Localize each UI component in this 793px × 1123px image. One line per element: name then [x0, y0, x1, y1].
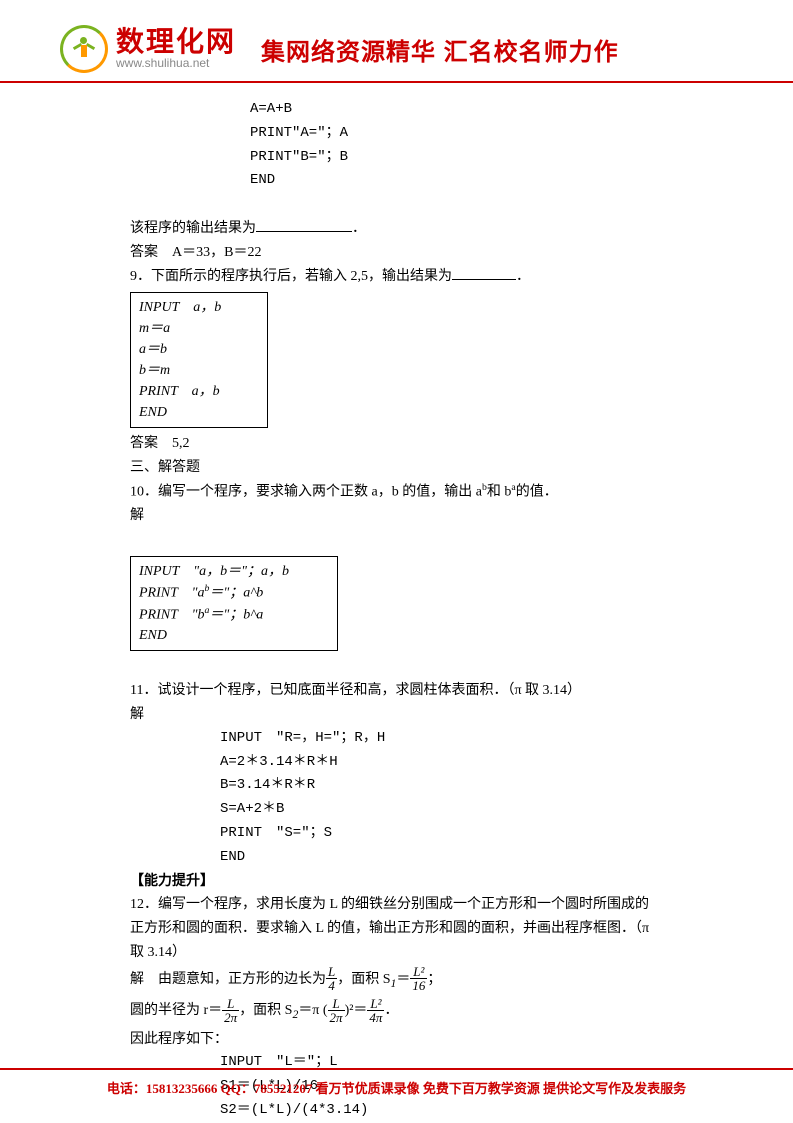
- code-line: PRINT"B="；B: [250, 146, 663, 170]
- numerator: L²: [410, 965, 427, 979]
- code-box-q9: INPUT a，b m＝a a＝b b＝m PRINT a，b END: [130, 292, 268, 428]
- code-line: END: [250, 169, 663, 193]
- code-line: S2＝(L*L)/(4*3.14): [220, 1099, 663, 1123]
- text: ＝"；a^b: [209, 586, 263, 601]
- blank-underline: [256, 217, 352, 232]
- numerator: L: [328, 997, 345, 1011]
- numerator: L: [326, 965, 337, 979]
- page-header: 数理化网 www.shulihua.net 集网络资源精华 汇名校名师力作: [0, 0, 793, 83]
- code-line: PRINT"A="；A: [250, 122, 663, 146]
- code-line: a＝b: [139, 339, 259, 360]
- q12-sol-line3: 因此程序如下：: [130, 1028, 663, 1052]
- code-line: m＝a: [139, 318, 259, 339]
- code-block-1: A=A+B PRINT"A="；A PRINT"B="；B END: [130, 98, 663, 193]
- q10-jie: 解: [130, 504, 663, 528]
- section-heading: 三、解答题: [130, 456, 663, 480]
- q11-prompt: 11．试设计一个程序，已知底面半径和高，求圆柱体表面积．（π 取 3.14）: [130, 679, 663, 703]
- code-line: A=2＊3.14＊R＊H: [220, 751, 663, 775]
- q8-answer: 答案 A＝33，B＝22: [130, 241, 663, 265]
- code-block-q11: INPUT "R=，H="；R，H A=2＊3.14＊R＊H B=3.14＊R＊…: [130, 727, 663, 870]
- denominator: 16: [410, 979, 427, 993]
- code-line: INPUT a，b: [139, 297, 259, 318]
- code-line: END: [139, 402, 259, 423]
- header-slogan: 集网络资源精华 汇名校名师力作: [261, 32, 619, 67]
- text: ．: [384, 1003, 398, 1018]
- text: PRINT "b: [139, 607, 205, 622]
- code-line: PRINT "ba＝"；b^a: [139, 604, 329, 626]
- denominator: 4: [326, 979, 337, 993]
- text: 该程序的输出结果为: [130, 221, 256, 236]
- fraction: L²4π: [367, 997, 384, 1025]
- denominator: 4π: [367, 1011, 384, 1025]
- q9-answer: 答案 5,2: [130, 432, 663, 456]
- text: 和 b: [487, 485, 512, 500]
- denominator: 2π: [222, 1011, 239, 1025]
- denominator: 2π: [328, 1011, 345, 1025]
- logo: 数理化网 www.shulihua.net: [60, 25, 236, 73]
- code-line: PRINT a，b: [139, 381, 259, 402]
- numerator: L: [222, 997, 239, 1011]
- q9-prompt: 9．下面所示的程序执行后，若输入 2,5，输出结果为 ．: [130, 265, 663, 289]
- fraction: L2π: [328, 997, 345, 1025]
- text: ．: [516, 269, 530, 284]
- logo-url: www.shulihua.net: [116, 56, 236, 70]
- q10-prompt: 10．编写一个程序，要求输入两个正数 a，b 的值，输出 ab和 ba的值．: [130, 480, 663, 504]
- fraction: L²16: [410, 965, 427, 993]
- text: ，面积 S: [337, 972, 390, 987]
- logo-title: 数理化网: [116, 28, 236, 56]
- text: )²＝: [345, 1003, 368, 1018]
- text: ；: [427, 972, 441, 987]
- ability-heading: 【能力提升】: [130, 870, 663, 894]
- code-box-q10: INPUT "a，b＝"；a，b PRINT "ab＝"；a^b PRINT "…: [130, 556, 338, 651]
- code-line: INPUT "a，b＝"；a，b: [139, 561, 329, 582]
- text: ，面积 S: [239, 1003, 292, 1018]
- fraction: L4: [326, 965, 337, 993]
- code-line: b＝m: [139, 360, 259, 381]
- text: 10．编写一个程序，要求输入两个正数 a，b 的值，输出 a: [130, 485, 482, 500]
- q11-jie: 解: [130, 703, 663, 727]
- text: 的值．: [516, 485, 558, 500]
- text: PRINT "a: [139, 586, 205, 601]
- text: ．: [352, 221, 366, 236]
- code-line: END: [139, 625, 329, 646]
- text: ＝: [396, 972, 410, 987]
- code-line: INPUT "R=，H="；R，H: [220, 727, 663, 751]
- main-content: A=A+B PRINT"A="；A PRINT"B="；B END 该程序的输出…: [0, 98, 793, 1123]
- q12-sol-line2: 圆的半径为 r＝L2π，面积 S2＝π (L2π)²＝L²4π．: [130, 996, 663, 1027]
- page-footer: 电话：15813235666 QQ：785521207 看万节优质课录像 免费下…: [0, 1068, 793, 1097]
- code-line: S=A+2＊B: [220, 798, 663, 822]
- text: 圆的半径为 r＝: [130, 1003, 222, 1018]
- logo-icon: [60, 25, 108, 73]
- text: ＝π (: [298, 1003, 327, 1018]
- text: 9．下面所示的程序执行后，若输入 2,5，输出结果为: [130, 269, 452, 284]
- code-line: END: [220, 846, 663, 870]
- fraction: L2π: [222, 997, 239, 1025]
- code-line: A=A+B: [250, 98, 663, 122]
- blank-underline: [452, 265, 516, 280]
- code-line: PRINT "S="；S: [220, 822, 663, 846]
- q12-prompt: 12．编写一个程序，求用长度为 L 的细铁丝分别围成一个正方形和一个圆时所围成的…: [130, 893, 663, 964]
- text: ＝"；b^a: [209, 607, 263, 622]
- q8-prompt: 该程序的输出结果为 ．: [130, 217, 663, 241]
- text: 解 由题意知，正方形的边长为: [130, 972, 326, 987]
- numerator: L²: [367, 997, 384, 1011]
- q12-sol-line1: 解 由题意知，正方形的边长为L4，面积 S1＝L²16；: [130, 965, 663, 996]
- code-line: PRINT "ab＝"；a^b: [139, 582, 329, 604]
- code-line: B=3.14＊R＊R: [220, 774, 663, 798]
